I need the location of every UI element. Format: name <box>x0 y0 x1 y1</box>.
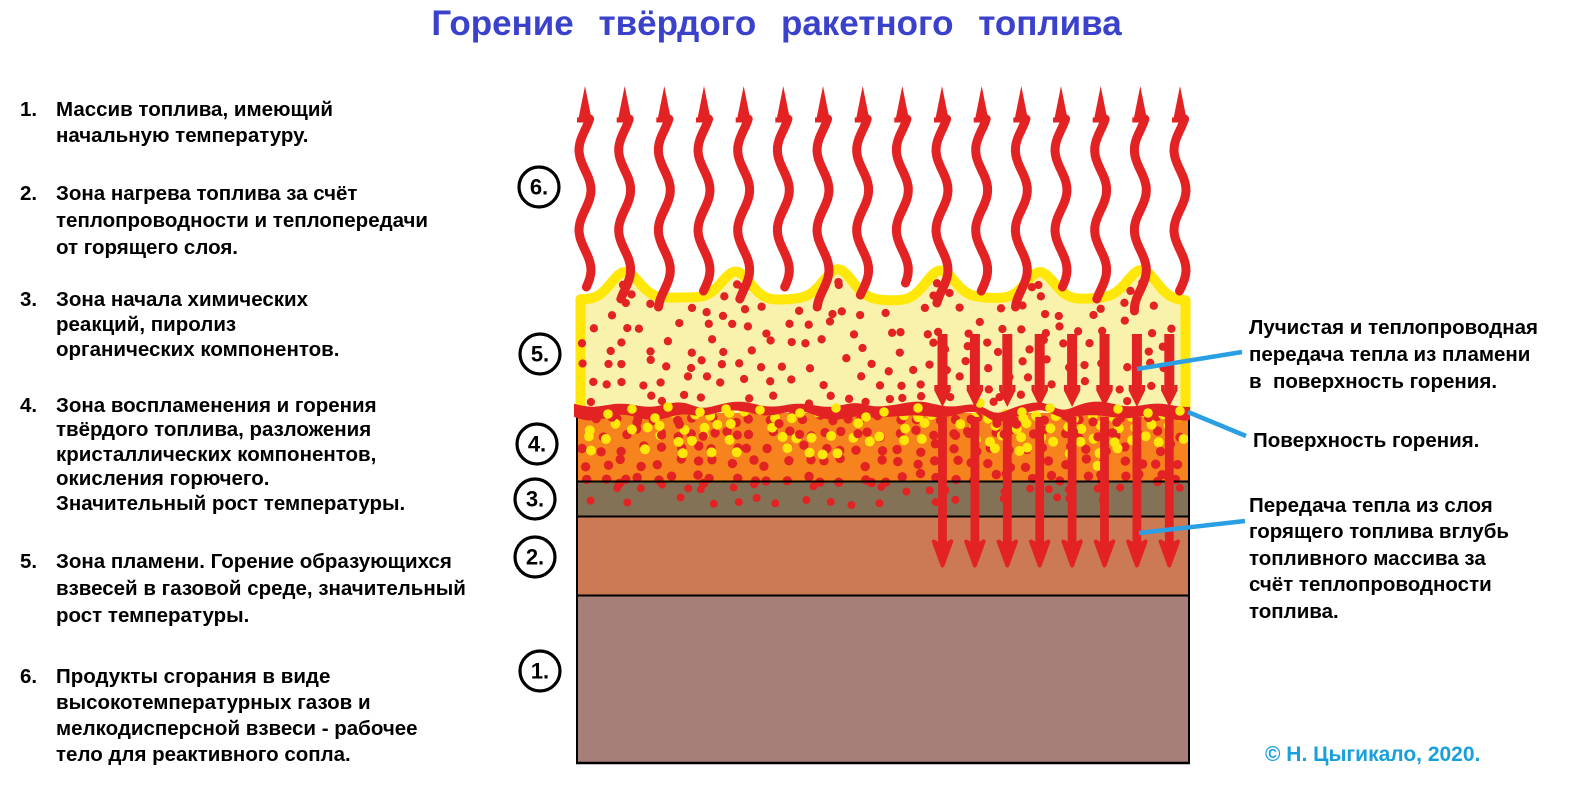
svg-text:3.: 3. <box>526 487 544 512</box>
svg-text:2.: 2. <box>526 545 544 570</box>
svg-text:1.: 1. <box>531 659 549 684</box>
svg-text:5.: 5. <box>531 342 549 367</box>
svg-text:4.: 4. <box>528 432 546 457</box>
svg-text:6.: 6. <box>530 175 548 200</box>
